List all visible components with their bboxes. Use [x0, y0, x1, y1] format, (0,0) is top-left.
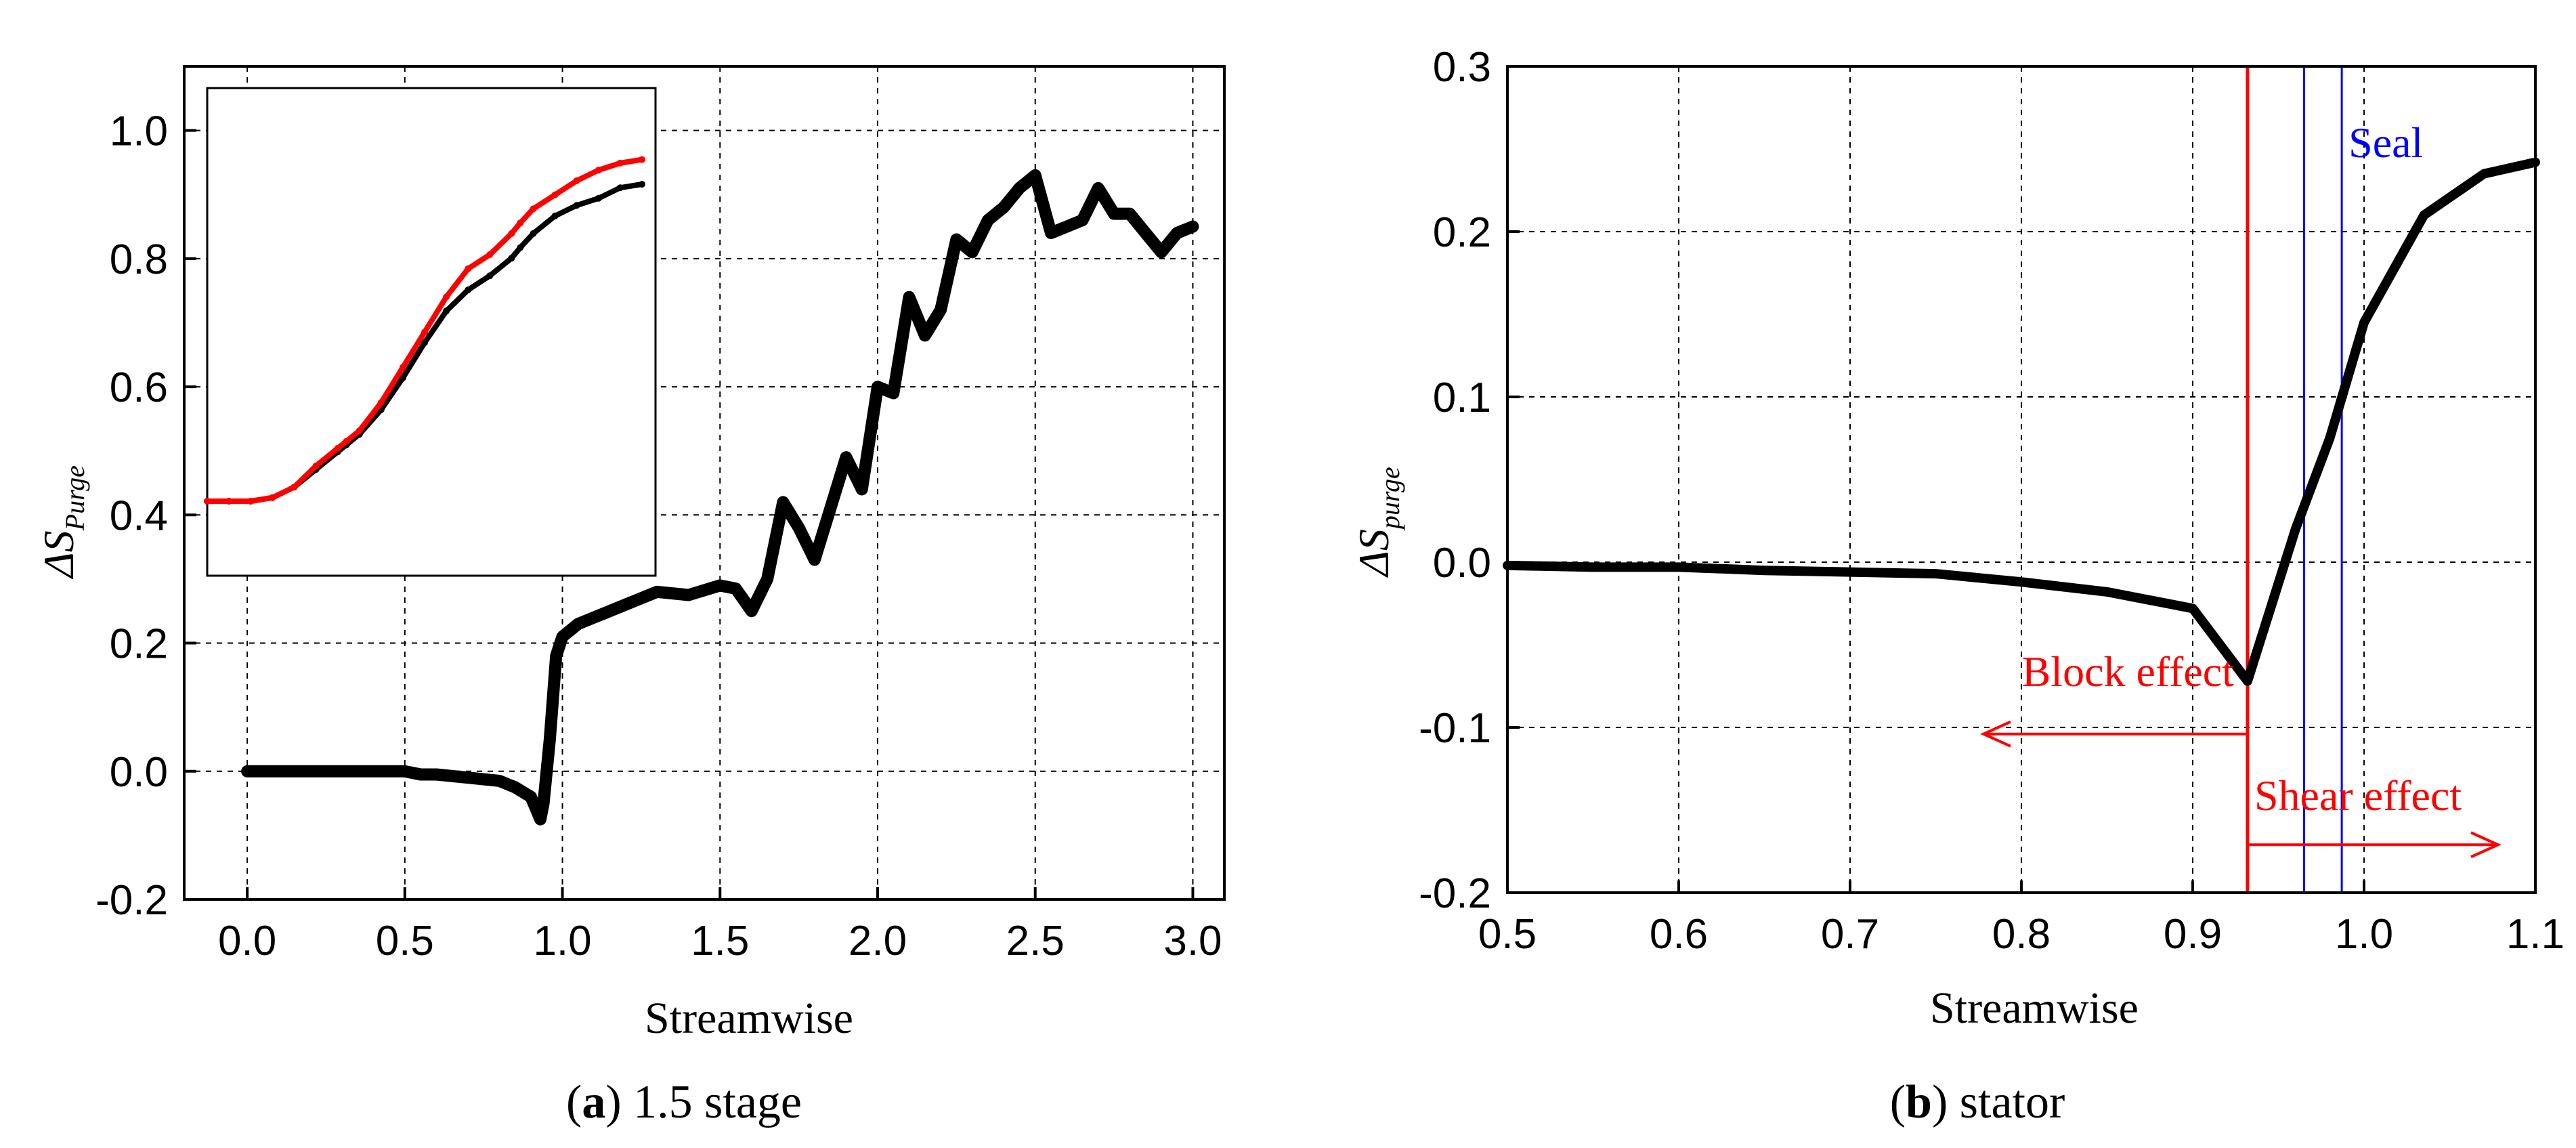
inset-red-line-point	[465, 265, 472, 272]
panel-a-y-tick-labels: -0.2 0.0 0.2 0.4 0.6 0.8 1.0	[95, 108, 196, 924]
y-tick-label: -0.2	[1419, 870, 1491, 917]
inset-black-line-point	[551, 212, 559, 219]
y-tick-label: -0.2	[95, 877, 168, 924]
y-tick-label: 0.2	[110, 621, 168, 668]
panel-b-x-axis-label: Streamwise	[1930, 983, 2139, 1033]
panel-a-series-line	[241, 169, 1199, 826]
inset-red-line-point	[443, 293, 450, 301]
inset-black-line-point	[530, 230, 537, 237]
y-tick-label: 0.0	[1433, 540, 1491, 587]
panel-b-caption: (b) stator	[1890, 1076, 2065, 1128]
inset-black-line-point	[443, 307, 450, 315]
panel-a-frame	[183, 65, 1226, 901]
x-tick-label: 1.0	[2335, 911, 2393, 958]
inset-red-line-point	[616, 159, 624, 167]
inset-red-line-point	[356, 427, 363, 434]
x-tick-label: 0.5	[376, 918, 434, 964]
inset-black-line-point	[639, 181, 645, 188]
inset-red-line-point	[573, 177, 580, 184]
x-tick-label: 0.9	[2164, 911, 2222, 958]
panel-b-label: b	[1906, 1076, 1932, 1128]
panel-a-inset	[204, 87, 657, 577]
y-tick-label: 0.3	[1433, 44, 1491, 91]
y-tick-label: 0.2	[1433, 209, 1491, 256]
inset-red-line-point	[343, 438, 350, 445]
inset-red-line-point	[247, 498, 255, 505]
inset-red-line-point	[399, 364, 406, 371]
inset-red-line-point	[269, 494, 276, 501]
panel-b-effect-arrows	[1980, 720, 2502, 859]
x-tick-label: 0.6	[1650, 911, 1708, 958]
y-tick-label: 0.4	[110, 492, 168, 539]
x-tick-label: 0.5	[1478, 911, 1537, 958]
inset-red-line-point	[226, 498, 233, 505]
y-tick-label: 0.6	[110, 364, 168, 411]
x-tick-label: 1.1	[2506, 911, 2564, 958]
x-tick-label: 0.0	[218, 918, 276, 964]
inset-red-line-point	[508, 230, 515, 237]
inset-black-line-point	[399, 375, 406, 381]
y-tick-label: 0.8	[110, 236, 168, 283]
seal-annotation: Seal	[2348, 119, 2423, 167]
inset-red-line-point	[530, 205, 537, 213]
inset-black-line-point	[421, 339, 428, 346]
inset-red-line-point	[486, 251, 494, 258]
panel-a-plot-area	[241, 169, 1199, 826]
x-tick-label: 0.8	[1992, 911, 2051, 958]
panel-b-grid	[1507, 66, 2535, 893]
panel-b-vertical-markers	[2246, 66, 2343, 893]
inset-red-line-point	[312, 463, 320, 469]
block-effect-annotation: Block effect	[2022, 647, 2235, 696]
inset-black-line-point	[616, 184, 624, 192]
inset-red-line-point	[421, 328, 428, 336]
panel-b-y-axis-label: ΔSpurge	[1350, 467, 1405, 578]
x-tick-label: 2.0	[849, 918, 907, 964]
panel-a-caption: (a) 1.5 stage	[566, 1076, 802, 1128]
panel-a-label: a	[582, 1076, 605, 1128]
panel-a-x-axis-label: Streamwise	[645, 994, 853, 1043]
panel-a-x-tick-labels: 0.0 0.5 1.0 1.5 2.0 2.5 3.0	[218, 887, 1222, 964]
inset-black-line-point	[595, 194, 602, 202]
x-tick-label: 0.7	[1821, 911, 1879, 958]
inset-red-line-point	[204, 498, 211, 505]
x-tick-label: 1.5	[691, 918, 749, 964]
inset-red-line-point	[595, 167, 602, 174]
inset-red-line-point	[291, 484, 298, 491]
chart-panel-b: 0.5 0.6 0.7 0.8 0.9 1.0 1.1 -0.2 -0.1 0.0 0.1 0.2 0…	[1350, 44, 2564, 1128]
inset-black-line-point	[508, 255, 515, 262]
panel-b-x-tick-labels: 0.5 0.6 0.7 0.8 0.9 1.0 1.1	[1478, 880, 2564, 958]
inset-red-line-point	[334, 445, 341, 452]
panel-b-plot-area	[1503, 157, 2540, 686]
inset-red-line-point	[551, 191, 559, 198]
block-effect-arrowhead	[1980, 720, 2011, 748]
y-tick-label: -0.1	[1419, 705, 1491, 752]
panel-a-y-axis-label: ΔSPurge	[35, 465, 90, 580]
x-tick-label: 2.5	[1006, 918, 1065, 964]
chart-panel-a: 0.0 0.5 1.0 1.5 2.0 2.5 3.0 -0.2 0.0 0.2 0.4 0.6 0.…	[35, 65, 1226, 1128]
y-tick-label: 0.0	[110, 749, 168, 796]
x-tick-label: 1.0	[533, 918, 591, 964]
inset-black-line-point	[517, 244, 524, 251]
panel-b-annotations: Seal Block effect Shear effect	[1980, 119, 2502, 859]
shear-effect-arrowhead	[2470, 831, 2502, 859]
panel-b-series-line	[1503, 157, 2540, 686]
y-tick-label: 1.0	[110, 108, 168, 155]
inset-black-line-point	[465, 286, 472, 293]
inset-red-line-point	[517, 219, 524, 227]
shear-effect-annotation: Shear effect	[2254, 771, 2462, 820]
y-tick-label: 0.1	[1433, 375, 1491, 421]
inset-red-line-point	[639, 156, 645, 163]
inset-red-line-point	[377, 399, 385, 406]
inset-black-line-point	[486, 272, 494, 280]
panel-b-y-tick-labels: -0.2 -0.1 0.0 0.1 0.2 0.3	[1419, 44, 1520, 917]
inset-black-line-point	[573, 202, 580, 209]
x-tick-label: 3.0	[1163, 918, 1222, 964]
